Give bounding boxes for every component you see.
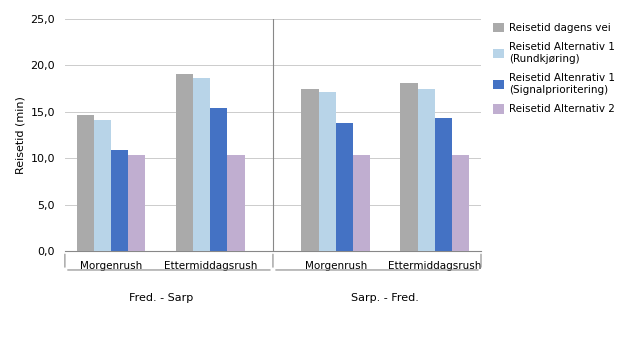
Bar <box>128 155 145 252</box>
Bar <box>193 78 210 252</box>
Bar <box>210 108 228 252</box>
Bar <box>77 115 94 252</box>
Bar <box>94 120 111 252</box>
Bar <box>111 150 128 252</box>
Bar <box>418 89 435 252</box>
Y-axis label: Reisetid (min): Reisetid (min) <box>15 96 25 174</box>
Legend: Reisetid dagens vei, Reisetid Alternativ 1
(Rundkjøring), Reisetid Altenrativ 1
: Reisetid dagens vei, Reisetid Alternativ… <box>490 20 618 118</box>
Bar <box>335 123 353 252</box>
Bar <box>353 155 370 252</box>
Bar <box>452 155 469 252</box>
Text: Sarp. - Fred.: Sarp. - Fred. <box>351 293 419 303</box>
Bar <box>435 118 452 252</box>
Bar <box>318 93 335 252</box>
Bar <box>401 83 418 252</box>
Bar <box>176 74 193 252</box>
Bar <box>301 89 318 252</box>
Text: Fred. - Sarp: Fred. - Sarp <box>129 293 193 303</box>
Bar <box>228 155 245 252</box>
